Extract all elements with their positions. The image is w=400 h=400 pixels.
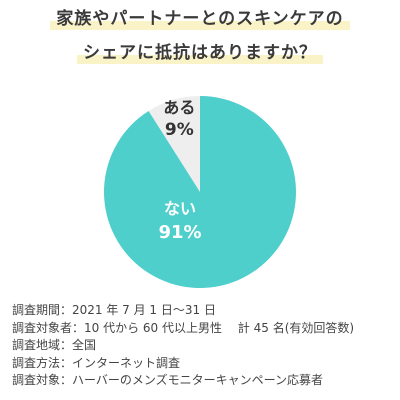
- survey-info: 調査期間：2021 年 7 月 1 日〜31 日 調査対象者：10 代から 60…: [12, 302, 396, 390]
- title-line-2: シェアに抵抗はありますか？: [77, 42, 323, 64]
- slice-value-no: 91%: [158, 222, 201, 243]
- slice-label-yes: ある: [163, 98, 195, 117]
- slice-label-no: ない: [164, 199, 196, 218]
- pie-slice-no: [103, 96, 296, 288]
- survey-target: 調査対象：ハーバーのメンズモニターキャンペーン応募者: [12, 373, 324, 387]
- chart-title: 家族やパートナーとのスキンケアの シェアに抵抗はありますか？: [0, 8, 400, 76]
- pie-slice-yes: [148, 96, 200, 192]
- survey-method: 調査方法：インターネット調査: [12, 355, 181, 370]
- pie-chart: ある 9% ない 91%: [103, 96, 296, 288]
- survey-region: 調査地域：全国: [12, 338, 97, 352]
- survey-subjects: 調査対象者：10 代から 60 代以上男性 計 45 名(有効回答数): [12, 320, 355, 335]
- slice-value-yes: 9%: [165, 120, 194, 140]
- title-line-1: 家族やパートナーとのスキンケアの: [50, 8, 350, 30]
- survey-period: 調査期間：2021 年 7 月 1 日〜31 日: [12, 303, 216, 317]
